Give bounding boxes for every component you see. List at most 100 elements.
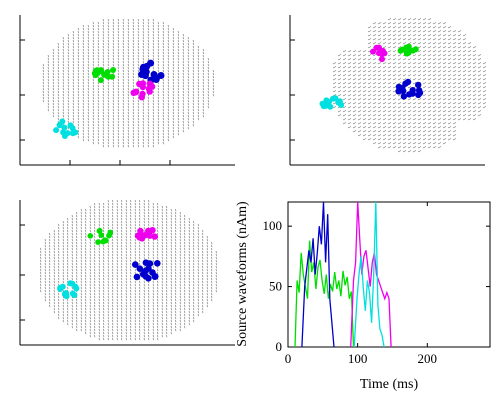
grid-dipole-mark — [67, 120, 69, 124]
grid-dipole-mark — [442, 30, 447, 33]
grid-dipole-mark — [47, 60, 49, 64]
grid-dipole-mark — [177, 30, 179, 34]
grid-dipole-mark — [166, 283, 168, 287]
grid-dipole-mark — [107, 57, 109, 61]
grid-dipole-mark — [89, 310, 91, 314]
grid-dipole-mark — [462, 74, 467, 77]
grid-dipole-mark — [127, 78, 129, 82]
grid-dipole-mark — [157, 141, 159, 145]
grid-dipole-mark — [211, 253, 213, 257]
grid-dipole-mark — [357, 82, 362, 85]
grid-dipole-mark — [157, 84, 159, 88]
grid-dipole-mark — [397, 146, 402, 149]
grid-dipole-mark — [177, 60, 179, 64]
grid-dipole-mark — [44, 280, 46, 284]
grid-dipole-mark — [477, 70, 482, 73]
grid-dipole-mark — [182, 129, 184, 133]
grid-dipole-mark — [472, 54, 477, 57]
grid-dipole-mark — [206, 274, 208, 278]
grid-dipole-mark — [152, 114, 154, 118]
grid-dipole-mark — [170, 244, 172, 248]
grid-dipole-mark — [207, 102, 209, 106]
grid-dipole-mark — [167, 105, 169, 109]
grid-dipole-mark — [134, 334, 136, 338]
grid-dipole-mark — [62, 262, 64, 266]
grid-dipole-mark — [152, 298, 154, 302]
grid-dipole-mark — [139, 223, 141, 227]
magenta-source-dot — [132, 88, 140, 95]
grid-dipole-mark — [112, 292, 114, 296]
grid-dipole-mark — [107, 87, 109, 91]
grid-dipole-mark — [98, 274, 100, 278]
grid-dipole-mark — [67, 274, 69, 278]
grid-dipole-mark — [162, 63, 164, 67]
grid-dipole-mark — [107, 310, 109, 314]
grid-dipole-mark — [132, 75, 134, 79]
grid-dipole-mark — [161, 280, 163, 284]
grid-dipole-mark — [422, 50, 427, 53]
grid-dipole-mark — [132, 132, 134, 136]
grid-dipole-mark — [179, 274, 181, 278]
grid-dipole-mark — [211, 289, 213, 293]
grid-dipole-mark — [362, 98, 367, 101]
grid-dipole-mark — [172, 36, 174, 40]
grid-dipole-mark — [98, 208, 100, 212]
grid-dipole-mark — [125, 298, 127, 302]
grid-dipole-mark — [193, 295, 195, 299]
grid-dipole-mark — [103, 319, 105, 323]
grid-dipole-mark — [202, 69, 204, 73]
grid-dipole-mark — [357, 58, 362, 61]
grid-dipole-mark — [437, 82, 442, 85]
grid-dipole-mark — [94, 301, 96, 305]
grid-dipole-mark — [192, 87, 194, 91]
grid-dipole-mark — [177, 99, 179, 103]
grid-dipole-mark — [139, 205, 141, 209]
grid-dipole-mark — [467, 70, 472, 73]
grid-dipole-mark — [417, 38, 422, 41]
grid-dipole-mark — [432, 22, 437, 25]
grid-dipole-mark — [152, 36, 154, 40]
grid-dipole-mark — [121, 238, 123, 242]
grid-dipole-mark — [372, 42, 377, 45]
grid-dipole-mark — [442, 142, 447, 145]
grid-dipole-mark — [121, 319, 123, 323]
grid-dipole-mark — [152, 313, 154, 317]
grid-dipole-mark — [193, 253, 195, 257]
grid-dipole-mark — [207, 66, 209, 70]
grid-dipole-mark — [337, 54, 342, 57]
grid-dipole-mark — [130, 337, 132, 341]
grid-dipole-mark — [412, 54, 417, 57]
grid-dipole-mark — [52, 51, 54, 55]
grid-dipole-mark — [130, 199, 132, 203]
grid-dipole-mark — [147, 57, 149, 61]
grid-dipole-mark — [467, 102, 472, 105]
grid-dipole-mark — [92, 117, 94, 121]
grid-dipole-mark — [437, 74, 442, 77]
grid-dipole-mark — [170, 313, 172, 317]
grid-dipole-mark — [85, 256, 87, 260]
grid-dipole-mark — [76, 223, 78, 227]
green-source-dot — [110, 67, 117, 73]
grid-dipole-mark — [179, 238, 181, 242]
grid-dipole-mark — [107, 63, 109, 67]
grid-dipole-mark — [125, 292, 127, 296]
grid-dipole-mark — [80, 214, 82, 218]
grid-dipole-mark — [152, 259, 154, 263]
grid-dipole-mark — [76, 301, 78, 305]
grid-dipole-mark — [387, 42, 392, 45]
grid-dipole-mark — [130, 295, 132, 299]
grid-dipole-mark — [137, 30, 139, 34]
blue-source-dot — [133, 273, 141, 281]
grid-dipole-mark — [207, 78, 209, 82]
grid-dipole-mark — [452, 122, 457, 125]
grid-dipole-mark — [172, 96, 174, 100]
grid-dipole-mark — [116, 295, 118, 299]
grid-dipole-mark — [347, 90, 352, 93]
grid-dipole-mark — [157, 247, 159, 251]
grid-dipole-mark — [170, 304, 172, 308]
grid-dipole-mark — [352, 94, 357, 97]
grid-dipole-mark — [347, 110, 352, 113]
grid-dipole-mark — [76, 226, 78, 230]
grid-dipole-mark — [139, 271, 141, 275]
grid-dipole-mark — [170, 325, 172, 329]
